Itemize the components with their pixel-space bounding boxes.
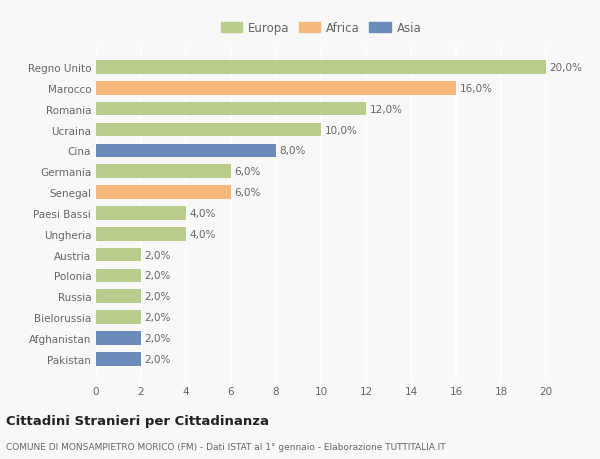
Bar [96,123,321,137]
Bar [96,82,456,95]
Bar [96,228,186,241]
Bar [96,207,186,220]
Text: 4,0%: 4,0% [190,229,216,239]
Text: 2,0%: 2,0% [145,271,171,281]
Text: 2,0%: 2,0% [145,291,171,302]
Text: 10,0%: 10,0% [325,125,357,135]
Bar [96,269,141,283]
Bar [96,352,141,366]
Text: 4,0%: 4,0% [190,208,216,218]
Bar [96,144,276,158]
Text: 20,0%: 20,0% [550,63,582,73]
Bar [96,61,546,75]
Text: 2,0%: 2,0% [145,250,171,260]
Bar [96,186,231,199]
Legend: Europa, Africa, Asia: Europa, Africa, Asia [217,18,425,38]
Bar [96,311,141,324]
Bar [96,248,141,262]
Bar [96,165,231,179]
Text: 16,0%: 16,0% [460,84,493,94]
Text: 2,0%: 2,0% [145,354,171,364]
Text: Cittadini Stranieri per Cittadinanza: Cittadini Stranieri per Cittadinanza [6,414,269,428]
Text: 12,0%: 12,0% [370,105,403,114]
Bar [96,331,141,345]
Text: 8,0%: 8,0% [280,146,306,156]
Text: COMUNE DI MONSAMPIETRO MORICO (FM) - Dati ISTAT al 1° gennaio - Elaborazione TUT: COMUNE DI MONSAMPIETRO MORICO (FM) - Dat… [6,442,446,451]
Bar [96,290,141,303]
Text: 2,0%: 2,0% [145,333,171,343]
Bar [96,103,366,116]
Text: 6,0%: 6,0% [235,167,261,177]
Text: 6,0%: 6,0% [235,188,261,198]
Text: 2,0%: 2,0% [145,313,171,322]
